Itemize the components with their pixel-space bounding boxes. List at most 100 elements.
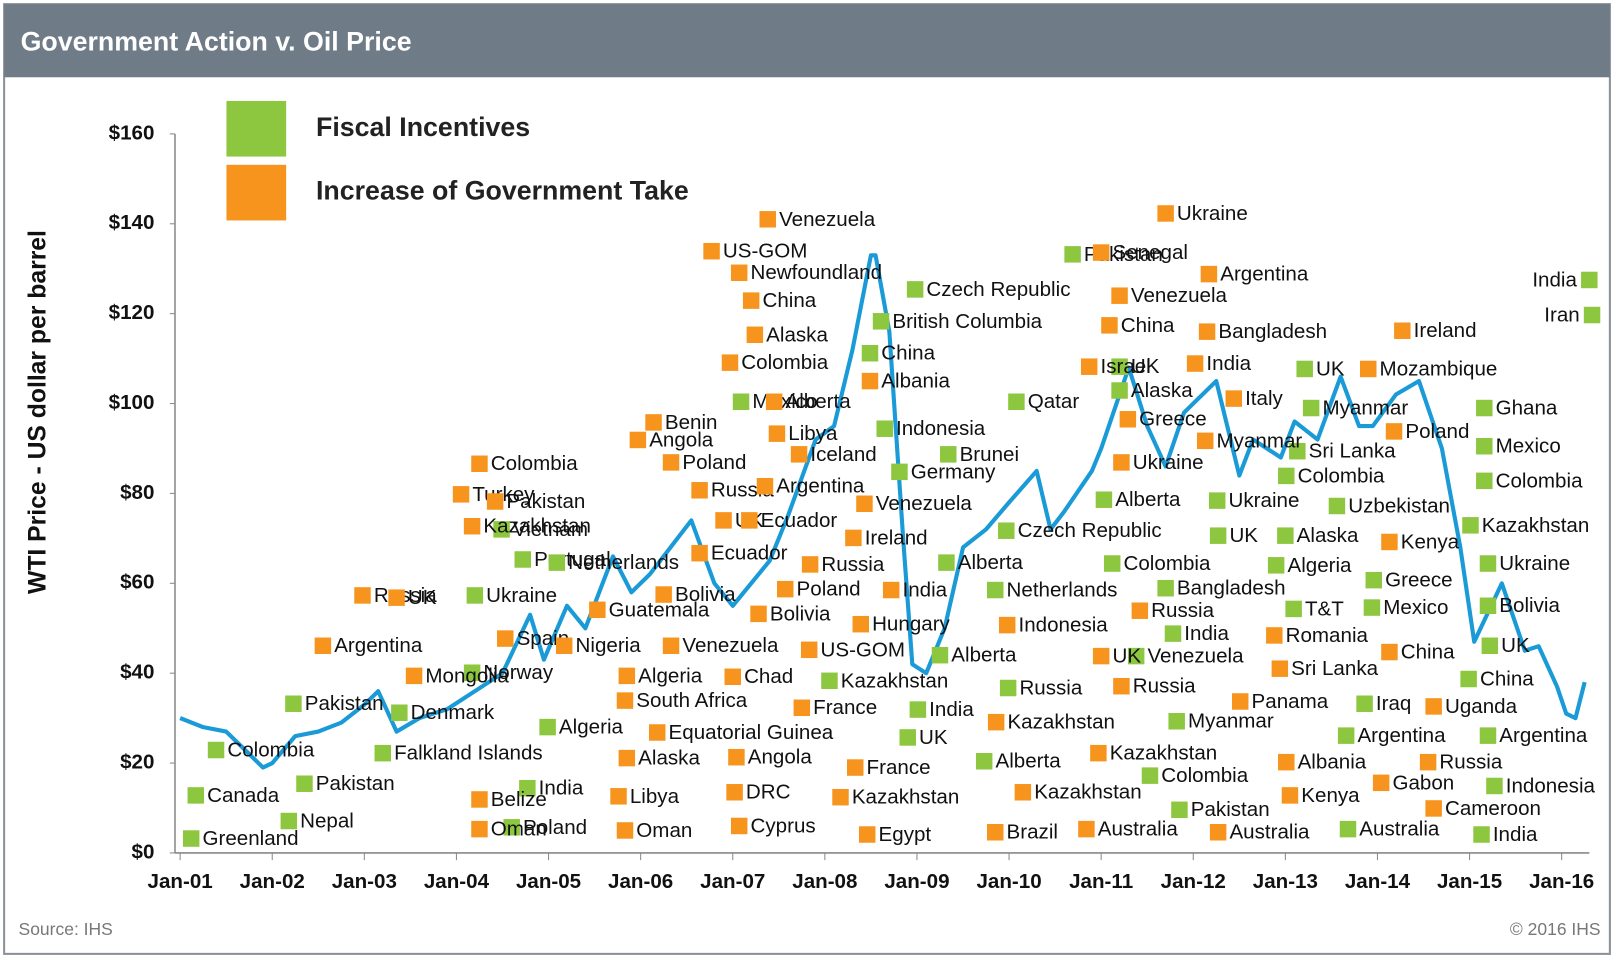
event-label: Venezuela — [876, 492, 973, 515]
event-marker — [486, 493, 504, 510]
event-marker — [1186, 355, 1204, 372]
event-marker — [519, 779, 536, 797]
event-marker — [1131, 602, 1149, 619]
event-marker — [691, 482, 708, 499]
event-label: Mongolia — [425, 664, 509, 687]
event-label: Alaska — [1297, 524, 1359, 547]
event-marker — [845, 529, 862, 547]
event-marker — [756, 477, 774, 495]
event-label: Pakistan — [305, 692, 384, 715]
event-label: Argentina — [1220, 263, 1309, 286]
event-label: Kazakhstan — [483, 515, 591, 538]
event-label: Chad — [744, 665, 793, 688]
event-marker — [1127, 647, 1145, 665]
x-tick-label: Jan-07 — [700, 870, 765, 893]
event-marker — [703, 242, 720, 260]
event-marker — [1267, 557, 1285, 574]
event-label: Alaska — [638, 747, 700, 770]
event-label: Sri Lanka — [1291, 657, 1378, 680]
event-label: Kazakhstan — [1482, 514, 1590, 537]
x-tick-label: Jan-15 — [1437, 870, 1502, 893]
event-label: Alberta — [1115, 488, 1181, 511]
event-label: Iran — [1544, 303, 1579, 326]
legend-label: Fiscal Incentives — [316, 112, 530, 142]
event-marker — [539, 718, 556, 736]
y-tick-label: $100 — [109, 391, 155, 414]
event-marker — [391, 704, 408, 721]
event-label: Kazakhstan — [852, 786, 960, 809]
event-marker — [207, 741, 225, 759]
event-label: Bangladesh — [1177, 577, 1286, 600]
event-marker — [1381, 643, 1398, 661]
event-marker — [987, 581, 1004, 599]
event-marker — [1479, 555, 1497, 572]
event-marker — [655, 586, 672, 603]
event-marker — [497, 630, 514, 647]
event-marker — [1278, 467, 1295, 485]
event-marker — [1164, 625, 1182, 642]
event-marker — [662, 454, 680, 471]
event-label: Ecuador — [761, 509, 838, 532]
event-marker — [1328, 497, 1346, 515]
y-tick-label: $80 — [120, 481, 154, 504]
event-label: Ireland — [1414, 319, 1477, 342]
event-label: Colombia — [1124, 552, 1211, 575]
event-label: Venezuela — [682, 634, 779, 657]
event-label: China — [1121, 314, 1175, 337]
event-label: Uganda — [1445, 695, 1518, 718]
event-marker — [872, 313, 890, 330]
event-label: Nigeria — [576, 634, 642, 657]
event-marker — [1476, 437, 1493, 455]
y-tick-label: $140 — [109, 211, 155, 234]
event-label: Ireland — [865, 526, 928, 549]
event-label: Kazakhstan — [1110, 742, 1218, 765]
event-marker — [1462, 517, 1479, 534]
event-label: Kazakhstan — [841, 669, 949, 692]
event-marker — [906, 281, 924, 298]
event-label: Poland — [797, 578, 861, 601]
event-marker — [742, 292, 760, 309]
event-label: Greece — [1385, 569, 1452, 592]
x-tick-label: Jan-01 — [148, 870, 213, 893]
event-marker — [616, 692, 634, 709]
event-marker — [629, 431, 647, 449]
event-marker — [750, 605, 767, 623]
event-marker — [741, 512, 758, 529]
event-marker — [589, 601, 606, 619]
event-marker — [1090, 744, 1107, 762]
event-marker — [662, 637, 680, 655]
event-label: Russia — [821, 553, 884, 576]
event-marker — [285, 695, 302, 712]
event-marker — [1196, 432, 1214, 450]
chart-title: Government Action v. Oil Price — [21, 26, 412, 56]
event-marker — [374, 744, 391, 762]
event-label: Russia — [1151, 599, 1214, 622]
event-label: Albania — [881, 370, 950, 393]
event-label: Colombia — [741, 351, 828, 374]
event-marker — [987, 824, 1004, 841]
event-label: UK — [1229, 524, 1258, 547]
event-label: Angola — [649, 428, 714, 451]
event-marker — [1157, 580, 1174, 597]
event-label: Venezuela — [779, 208, 876, 231]
event-marker — [1113, 677, 1130, 695]
event-label: UK — [919, 726, 948, 749]
x-tick-label: Jan-04 — [424, 870, 490, 893]
event-marker — [940, 446, 957, 463]
event-marker — [471, 455, 488, 473]
event-label: Nepal — [300, 809, 354, 832]
event-marker — [721, 354, 739, 371]
event-label: Ghana — [1496, 397, 1558, 420]
event-label: Argentina — [334, 634, 423, 657]
event-label: Myanmar — [1188, 710, 1274, 733]
event-marker — [548, 554, 566, 571]
event-label: Newfoundland — [751, 261, 883, 284]
event-label: Russia — [1019, 676, 1082, 699]
event-marker — [1092, 244, 1110, 261]
event-label: Bolivia — [770, 602, 831, 625]
event-label: Argentina — [776, 475, 865, 498]
event-label: Denmark — [411, 701, 495, 724]
event-marker — [861, 344, 879, 362]
event-label: China — [762, 289, 816, 312]
